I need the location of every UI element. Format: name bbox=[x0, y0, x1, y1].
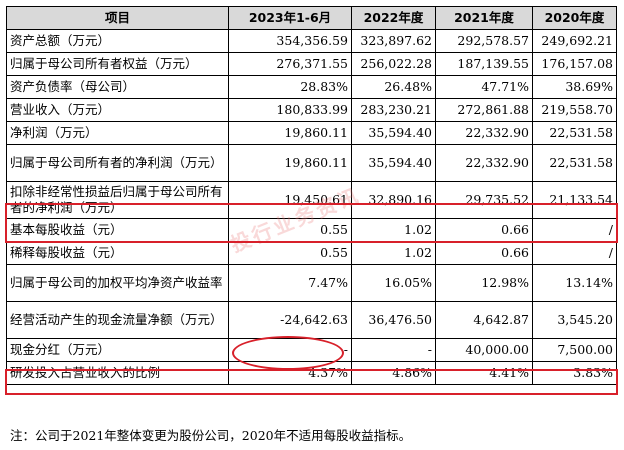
financial-table: 项目 2023年1-6月 2022年度 2021年度 2020年度 资产总额（万… bbox=[6, 6, 617, 385]
header-2020: 2020年度 bbox=[532, 6, 617, 30]
cell-2022: 283,230.21 bbox=[351, 98, 436, 122]
footnote: 注：公司于2021年整体变更为股份公司，2020年不适用每股收益指标。 bbox=[10, 428, 412, 443]
cell-2021: 47.71% bbox=[435, 75, 533, 99]
cell-2022: 4.86% bbox=[351, 361, 436, 385]
cell-2022: 1.02 bbox=[351, 218, 436, 242]
table-row: 经营活动产生的现金流量净额（万元） -24,642.63 36,476.50 4… bbox=[6, 301, 617, 339]
cell-2022: 1.02 bbox=[351, 241, 436, 265]
cell-2021: 40,000.00 bbox=[435, 338, 533, 362]
table-row: 归属于母公司的加权平均净资产收益率 7.47% 16.05% 12.98% 13… bbox=[6, 264, 617, 302]
header-2023h1: 2023年1-6月 bbox=[228, 6, 352, 30]
table-row: 净利润（万元） 19,860.11 35,594.40 22,332.90 22… bbox=[6, 121, 617, 145]
table-row: 归属于母公司所有者的净利润（万元） 19,860.11 35,594.40 22… bbox=[6, 144, 617, 182]
cell-2022: 35,594.40 bbox=[351, 144, 436, 182]
cell-2022: 36,476.50 bbox=[351, 301, 436, 339]
cell-2022: - bbox=[351, 338, 436, 362]
cell-2020: 3,545.20 bbox=[532, 301, 617, 339]
row-label: 归属于母公司的加权平均净资产收益率 bbox=[6, 264, 229, 302]
cell-2021: 292,578.57 bbox=[435, 29, 533, 53]
cell-2023h1: -24,642.63 bbox=[228, 301, 352, 339]
cell-2020: / bbox=[532, 218, 617, 242]
cell-2021: 22,332.90 bbox=[435, 121, 533, 145]
cell-2021: 0.66 bbox=[435, 241, 533, 265]
cell-2020: 22,531.58 bbox=[532, 144, 617, 182]
cell-2020: 13.14% bbox=[532, 264, 617, 302]
header-row: 项目 2023年1-6月 2022年度 2021年度 2020年度 bbox=[6, 6, 617, 30]
cell-2021: 272,861.88 bbox=[435, 98, 533, 122]
row-label: 资产总额（万元） bbox=[6, 29, 229, 53]
highlight-box-deducted-net-profit bbox=[5, 203, 618, 243]
cell-2023h1: 7.47% bbox=[228, 264, 352, 302]
cell-2022: 256,022.28 bbox=[351, 52, 436, 76]
table-row: 资产总额（万元） 354,356.59 323,897.62 292,578.5… bbox=[6, 29, 617, 53]
row-label: 资产负债率（母公司） bbox=[6, 75, 229, 99]
table-row: 稀释每股收益（元） 0.55 1.02 0.66 / bbox=[6, 241, 617, 265]
row-label: 现金分红（万元） bbox=[6, 338, 229, 362]
cell-2023h1: 28.83% bbox=[228, 75, 352, 99]
table-row: 基本每股收益（元） 0.55 1.02 0.66 / bbox=[6, 218, 617, 242]
row-label: 经营活动产生的现金流量净额（万元） bbox=[6, 301, 229, 339]
highlight-box-cash-dividend bbox=[5, 369, 618, 395]
cell-2020: 3.83% bbox=[532, 361, 617, 385]
cell-2022: 35,594.40 bbox=[351, 121, 436, 145]
cell-2023h1: 19,450.61 bbox=[228, 181, 352, 219]
cell-2020: 7,500.00 bbox=[532, 338, 617, 362]
cell-2023h1: 354,356.59 bbox=[228, 29, 352, 53]
cell-2023h1: 276,371.55 bbox=[228, 52, 352, 76]
header-2021: 2021年度 bbox=[435, 6, 533, 30]
highlight-ellipse-operating-cash-flow bbox=[232, 336, 344, 370]
cell-2021: 12.98% bbox=[435, 264, 533, 302]
cell-2020: 38.69% bbox=[532, 75, 617, 99]
table-row: 营业收入（万元） 180,833.99 283,230.21 272,861.8… bbox=[6, 98, 617, 122]
row-label: 归属于母公司所有者的净利润（万元） bbox=[6, 144, 229, 182]
table-row: 研发投入占营业收入的比例 4.37% 4.86% 4.41% 3.83% bbox=[6, 361, 617, 385]
cell-2021: 187,139.55 bbox=[435, 52, 533, 76]
cell-2022: 26.48% bbox=[351, 75, 436, 99]
table-row: 扣除非经常性损益后归属于母公司所有者的净利润（万元） 19,450.61 32,… bbox=[6, 181, 617, 219]
table-row: 资产负债率（母公司） 28.83% 26.48% 47.71% 38.69% bbox=[6, 75, 617, 99]
cell-2022: 323,897.62 bbox=[351, 29, 436, 53]
cell-2023h1: 0.55 bbox=[228, 241, 352, 265]
cell-2020: 22,531.58 bbox=[532, 121, 617, 145]
cell-2023h1: 180,833.99 bbox=[228, 98, 352, 122]
cell-2021: 0.66 bbox=[435, 218, 533, 242]
cell-2023h1: 0.55 bbox=[228, 218, 352, 242]
cell-2020: 249,692.21 bbox=[532, 29, 617, 53]
cell-2023h1: 19,860.11 bbox=[228, 144, 352, 182]
cell-2020: / bbox=[532, 241, 617, 265]
header-item: 项目 bbox=[6, 6, 229, 30]
row-label: 稀释每股收益（元） bbox=[6, 241, 229, 265]
row-label: 基本每股收益（元） bbox=[6, 218, 229, 242]
cell-2021: 4.41% bbox=[435, 361, 533, 385]
cell-2021: 4,642.87 bbox=[435, 301, 533, 339]
row-label: 归属于母公司所有者权益（万元） bbox=[6, 52, 229, 76]
cell-2021: 22,332.90 bbox=[435, 144, 533, 182]
row-label: 净利润（万元） bbox=[6, 121, 229, 145]
cell-2022: 16.05% bbox=[351, 264, 436, 302]
header-2022: 2022年度 bbox=[351, 6, 436, 30]
row-label: 营业收入（万元） bbox=[6, 98, 229, 122]
cell-2023h1: 19,860.11 bbox=[228, 121, 352, 145]
table-row: 归属于母公司所有者权益（万元） 276,371.55 256,022.28 18… bbox=[6, 52, 617, 76]
row-label: 扣除非经常性损益后归属于母公司所有者的净利润（万元） bbox=[6, 181, 229, 219]
cell-2020: 219,558.70 bbox=[532, 98, 617, 122]
cell-2020: 176,157.08 bbox=[532, 52, 617, 76]
